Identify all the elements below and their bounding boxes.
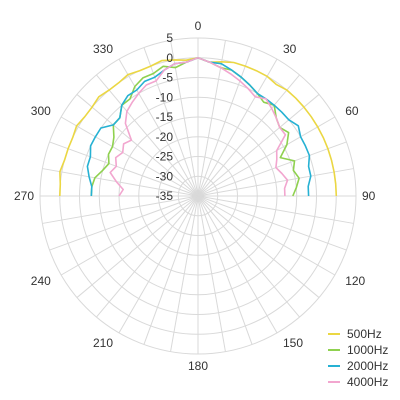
polar-grid (39, 37, 357, 355)
radial-tick-label: -10 (156, 90, 174, 104)
angular-gridline (170, 195, 199, 352)
angular-gridline (118, 58, 199, 197)
angle-tick-label: 240 (31, 274, 51, 288)
axis-labels: 0 30 60 90 120 150 180 210 240 270 300 330 5 0 -5 -10 -1… (14, 19, 376, 373)
angle-tick-label: 300 (31, 104, 51, 118)
radial-tick-label: -35 (156, 189, 174, 203)
angle-tick-label: 90 (362, 189, 376, 203)
angle-tick-label: 0 (195, 19, 202, 33)
angular-gridline (197, 195, 336, 276)
angular-gridline (197, 94, 320, 197)
angular-gridline (197, 40, 226, 197)
angular-gridline (49, 141, 199, 197)
angle-tick-label: 30 (283, 42, 297, 56)
angular-gridline (96, 74, 199, 197)
angle-tick-label: 270 (14, 189, 34, 203)
angular-gridline (197, 141, 347, 197)
legend-label: 500Hz (347, 327, 382, 341)
radial-tick-label: -5 (162, 71, 173, 85)
angular-gridline (76, 195, 199, 298)
angular-gridline (197, 168, 354, 197)
angular-gridline (60, 116, 199, 197)
angular-gridline (76, 94, 199, 197)
angular-gridline (118, 195, 199, 334)
angle-tick-label: 60 (345, 104, 359, 118)
radial-tick-label: 5 (166, 31, 173, 45)
angular-gridline (197, 74, 300, 197)
angular-gridline (96, 195, 199, 318)
angular-gridline (197, 195, 226, 352)
angle-tick-label: 180 (188, 359, 208, 373)
angular-gridline (197, 195, 253, 345)
radial-tick-label: -25 (156, 150, 174, 164)
angular-gridline (170, 40, 199, 197)
radial-tick-label: 0 (166, 51, 173, 65)
radial-tick-label: -15 (156, 110, 174, 124)
legend-label: 4000Hz (347, 375, 388, 389)
angular-gridline (197, 58, 278, 197)
angular-gridline (197, 195, 300, 318)
angular-gridline (197, 195, 320, 298)
legend-label: 1000Hz (347, 343, 388, 357)
angle-tick-label: 150 (283, 336, 303, 350)
chart-legend: 500Hz 1000Hz 2000Hz 4000Hz (328, 327, 388, 389)
series-lines (59, 57, 338, 197)
angle-tick-label: 120 (345, 274, 365, 288)
angular-gridline (197, 195, 278, 334)
angular-gridline (42, 168, 199, 197)
angular-gridline (49, 195, 199, 251)
angle-tick-label: 330 (93, 42, 113, 56)
legend-label: 2000Hz (347, 359, 388, 373)
angular-gridline (197, 47, 253, 197)
series-line-2000hz (86, 57, 312, 197)
radial-tick-label: -20 (156, 130, 174, 144)
angular-gridline (143, 47, 199, 197)
angular-gridline (42, 195, 199, 224)
angular-gridline (143, 195, 199, 345)
angular-gridline (197, 195, 347, 251)
radial-tick-label: -30 (156, 169, 174, 183)
series-line-4000hz (109, 57, 289, 197)
angular-gridline (197, 116, 336, 197)
angle-tick-label: 210 (93, 336, 113, 350)
angular-gridline (197, 195, 354, 224)
angular-gridline (60, 195, 199, 276)
